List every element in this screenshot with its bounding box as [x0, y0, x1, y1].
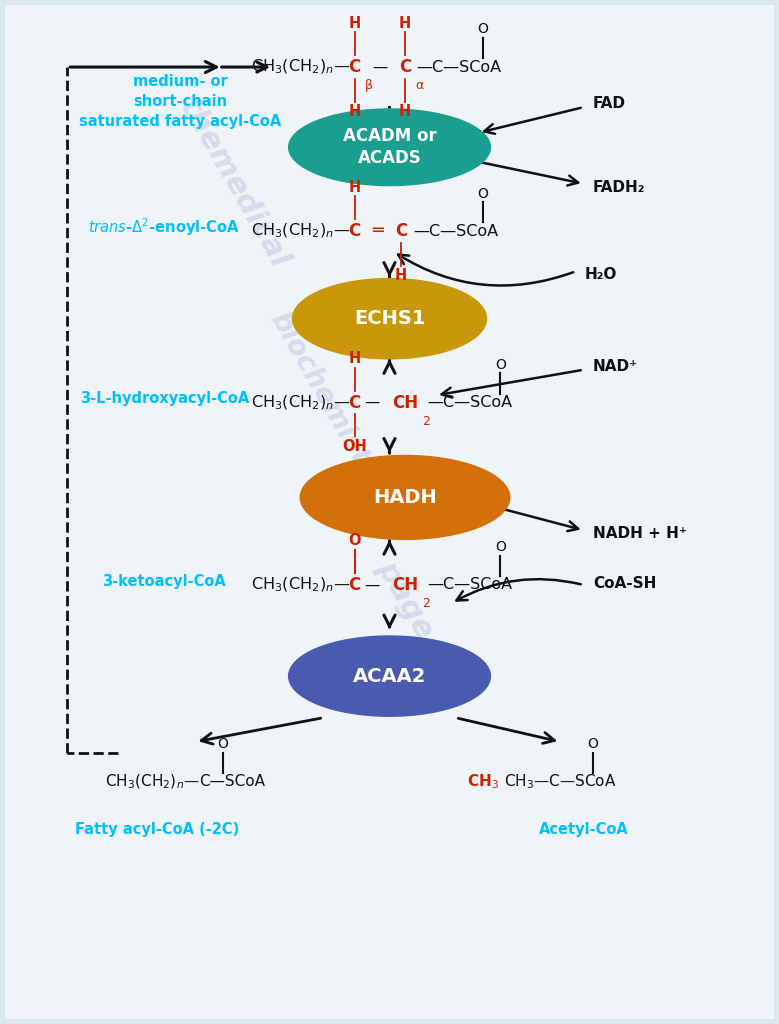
- Text: O: O: [348, 534, 361, 549]
- Text: H: H: [348, 351, 361, 367]
- Text: O: O: [587, 737, 598, 752]
- Text: —C—SCoA: —C—SCoA: [413, 223, 498, 239]
- Text: C: C: [348, 222, 361, 241]
- Text: Fatty acyl-CoA (-2C): Fatty acyl-CoA (-2C): [75, 822, 238, 837]
- Text: H: H: [348, 103, 361, 119]
- Text: ═: ═: [372, 222, 383, 241]
- Text: CH: CH: [392, 575, 418, 594]
- Text: O: O: [478, 23, 488, 37]
- Text: $\mathit{trans}$-$\Delta^2$-enoyl-CoA: $\mathit{trans}$-$\Delta^2$-enoyl-CoA: [89, 217, 241, 239]
- Text: —C—SCoA: —C—SCoA: [427, 395, 512, 410]
- Text: —: —: [365, 578, 380, 593]
- Text: CH$_3$(CH$_2$)$_n$—: CH$_3$(CH$_2$)$_n$—: [252, 393, 351, 412]
- Text: O: O: [495, 541, 506, 554]
- Text: FAD: FAD: [593, 96, 626, 111]
- Text: CoA-SH: CoA-SH: [593, 575, 656, 591]
- Text: themedical: themedical: [174, 94, 294, 273]
- Text: OH: OH: [342, 439, 367, 454]
- Text: 2: 2: [422, 415, 430, 428]
- Text: H: H: [395, 267, 407, 283]
- Text: O: O: [478, 186, 488, 201]
- Text: O: O: [217, 737, 228, 752]
- Text: CH$_3$—C—SCoA: CH$_3$—C—SCoA: [504, 772, 617, 792]
- Text: H: H: [348, 15, 361, 31]
- Text: HADH: HADH: [373, 487, 437, 507]
- Text: C: C: [395, 222, 407, 241]
- Text: —C—SCoA: —C—SCoA: [417, 59, 502, 75]
- Text: C: C: [348, 58, 361, 76]
- Text: NAD⁺: NAD⁺: [593, 358, 638, 374]
- Text: medium- or
short-chain
saturated fatty acyl-CoA: medium- or short-chain saturated fatty a…: [79, 75, 281, 129]
- Text: biochemistry: biochemistry: [264, 307, 390, 498]
- Text: —: —: [365, 395, 380, 410]
- Text: CH$_3$(CH$_2$)$_n$—: CH$_3$(CH$_2$)$_n$—: [252, 575, 351, 594]
- Text: 3-ketoacyl-CoA: 3-ketoacyl-CoA: [103, 573, 226, 589]
- Text: CH: CH: [392, 393, 418, 412]
- Text: —: —: [372, 59, 387, 75]
- Text: H₂O: H₂O: [585, 267, 618, 283]
- Text: CH$_3$(CH$_2$)$_n$—: CH$_3$(CH$_2$)$_n$—: [252, 57, 351, 76]
- Text: ACAA2: ACAA2: [353, 667, 426, 686]
- Text: ACADM or
ACADS: ACADM or ACADS: [343, 127, 436, 167]
- Text: Acetyl-CoA: Acetyl-CoA: [539, 822, 629, 837]
- Text: CH$_3$(CH$_2$)$_n$—: CH$_3$(CH$_2$)$_n$—: [252, 222, 351, 241]
- Ellipse shape: [300, 456, 509, 540]
- Text: H: H: [348, 179, 361, 195]
- Ellipse shape: [288, 636, 491, 716]
- Text: 3-L-hydroxyacyl-CoA: 3-L-hydroxyacyl-CoA: [79, 391, 249, 407]
- Text: NADH + H⁺: NADH + H⁺: [593, 526, 687, 542]
- Text: H: H: [399, 103, 411, 119]
- Text: C—SCoA: C—SCoA: [199, 774, 266, 790]
- Text: 2: 2: [422, 597, 430, 610]
- Ellipse shape: [292, 279, 487, 358]
- Text: C: C: [399, 58, 411, 76]
- Text: ECHS1: ECHS1: [354, 309, 425, 329]
- Text: C: C: [348, 575, 361, 594]
- Text: —C—SCoA: —C—SCoA: [427, 578, 512, 593]
- Text: H: H: [399, 15, 411, 31]
- Text: C: C: [348, 393, 361, 412]
- Ellipse shape: [288, 109, 491, 185]
- Text: α: α: [415, 80, 423, 92]
- Text: FADH₂: FADH₂: [593, 180, 645, 195]
- Text: CH$_3$(CH$_2$)$_n$—: CH$_3$(CH$_2$)$_n$—: [104, 773, 199, 792]
- Text: page: page: [372, 555, 439, 644]
- Text: β: β: [365, 80, 372, 92]
- FancyBboxPatch shape: [5, 5, 774, 1019]
- Text: CH$_3$: CH$_3$: [467, 772, 499, 792]
- Text: O: O: [495, 358, 506, 372]
